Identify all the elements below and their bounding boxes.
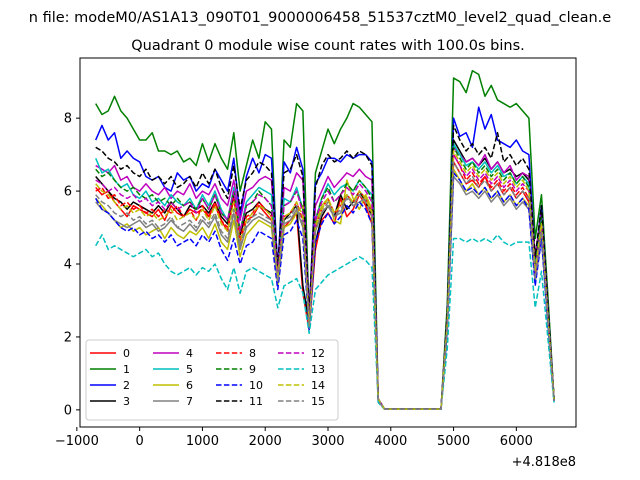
legend-label-0: 0 bbox=[123, 347, 130, 360]
x-tick-label: −1000 bbox=[55, 434, 99, 449]
legend-label-1: 1 bbox=[123, 363, 130, 376]
series-line-5 bbox=[95, 142, 555, 410]
x-tick-label: 2000 bbox=[249, 434, 282, 449]
series-line-7 bbox=[95, 175, 555, 410]
series-line-11 bbox=[95, 124, 555, 410]
x-tick-label: 5000 bbox=[437, 434, 470, 449]
x-tick-label: 3000 bbox=[311, 434, 344, 449]
x-axis-offset-label: +4.818e8 bbox=[512, 455, 576, 470]
legend-label-13: 13 bbox=[311, 363, 325, 376]
series-line-14 bbox=[95, 150, 555, 410]
y-tick-label: 2 bbox=[64, 330, 72, 345]
y-tick-label: 8 bbox=[64, 112, 72, 127]
legend-label-14: 14 bbox=[311, 379, 325, 392]
series-line-9 bbox=[95, 146, 555, 410]
series-line-13 bbox=[95, 234, 555, 410]
figure-suptitle: n file: modeM0/AS1A13_090T01_9000006458_… bbox=[29, 10, 612, 26]
x-tick-label: 1000 bbox=[186, 434, 219, 449]
y-tick-label: 6 bbox=[64, 185, 72, 200]
legend-label-10: 10 bbox=[249, 379, 263, 392]
x-axis-ticks: −1000 0 1000 2000 3000 4000 5000 6000 bbox=[55, 427, 533, 449]
series-line-6 bbox=[95, 168, 555, 410]
legend-frame bbox=[85, 339, 339, 421]
legend-label-11: 11 bbox=[249, 395, 263, 408]
series-line-8 bbox=[95, 153, 555, 410]
legend-label-3: 3 bbox=[123, 395, 130, 408]
y-tick-label: 0 bbox=[64, 403, 72, 418]
legend-label-15: 15 bbox=[311, 395, 325, 408]
legend-label-7: 7 bbox=[186, 395, 193, 408]
y-axis-ticks: 0 2 4 6 8 bbox=[64, 112, 80, 418]
legend-label-4: 4 bbox=[186, 347, 193, 360]
legend-label-8: 8 bbox=[249, 347, 256, 360]
legend-label-12: 12 bbox=[311, 347, 325, 360]
x-tick-label: 0 bbox=[136, 434, 144, 449]
legend-label-9: 9 bbox=[249, 363, 256, 376]
series-line-4 bbox=[95, 146, 555, 410]
chart-title: Quadrant 0 module wise count rates with … bbox=[131, 38, 525, 54]
legend-label-6: 6 bbox=[186, 379, 193, 392]
series-line-12 bbox=[95, 153, 555, 410]
series-line-15 bbox=[95, 161, 555, 410]
x-tick-label: 4000 bbox=[374, 434, 407, 449]
series-line-2 bbox=[95, 106, 555, 410]
legend-label-5: 5 bbox=[186, 363, 193, 376]
x-tick-label: 6000 bbox=[500, 434, 533, 449]
y-tick-label: 4 bbox=[64, 258, 72, 273]
series-layer bbox=[95, 70, 555, 410]
legend-label-2: 2 bbox=[123, 379, 130, 392]
series-line-1 bbox=[95, 70, 555, 410]
